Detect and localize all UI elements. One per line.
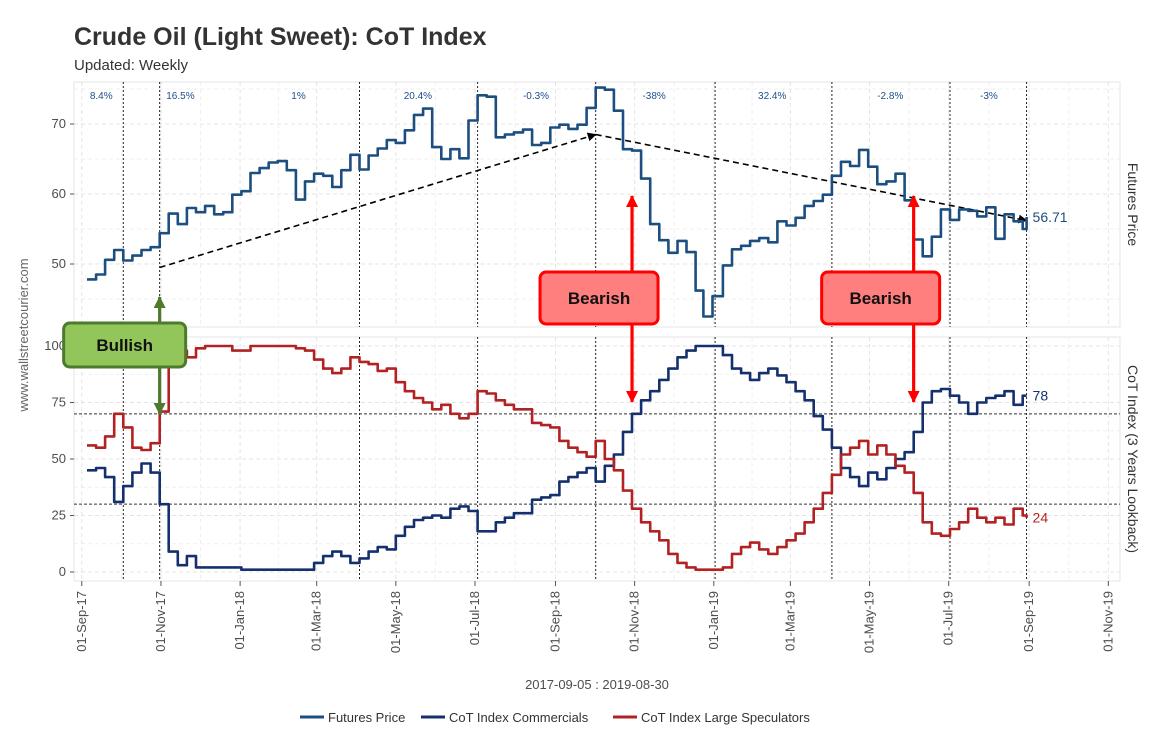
cot-index-series: 78 24: [87, 344, 1049, 571]
period-return-label: -0.3%: [523, 91, 549, 102]
signal-annotations: Bullish Bearish Bearish: [62, 195, 942, 415]
y-tick-label: 100: [44, 338, 66, 353]
series-line-cot-index-commercials: [87, 344, 1027, 571]
x-tick-label: 01-Nov-17: [153, 591, 168, 652]
x-axis: 01-Sep-17 01-Nov-17 01-Jan-18 01-Mar-18 01-M…: [74, 581, 1115, 653]
y-tick-label: 50: [52, 256, 66, 271]
y-tick-label: 70: [52, 116, 66, 131]
x-tick-label: 01-Jan-19: [706, 591, 721, 650]
x-tick-label: 01-May-19: [862, 591, 877, 653]
last-value-label-cot-index-commercials: 78: [1033, 388, 1049, 404]
x-tick-label: 01-Mar-19: [782, 591, 797, 651]
period-return-label: 16.5%: [166, 91, 194, 102]
series-line-futures-price: [87, 86, 1028, 318]
x-tick-label: 01-Jan-18: [232, 591, 247, 650]
last-value-label-futures-price: 56.71: [1033, 209, 1068, 225]
chart-subtitle: Updated: Weekly: [74, 57, 188, 74]
trendline-arrow-1: [159, 132, 597, 269]
period-return-label: -38%: [642, 91, 665, 102]
period-return-label: 1%: [291, 91, 306, 102]
futures-price-gridlines: [74, 82, 1120, 327]
cot-index-panel: 78 24 0 25 50 75 100: [44, 336, 1121, 582]
cot-index-facet-label: CoT Index (3 Years Lookback): [1125, 365, 1141, 553]
legend-label-commercials: CoT Index Commercials: [449, 710, 589, 725]
futures-price-y-ticks: 50 60 70: [52, 116, 74, 271]
x-tick-label: 01-Jul-18: [467, 591, 482, 645]
x-tick-label: 01-Jul-19: [941, 591, 956, 645]
annotation-box-bullish: [62, 321, 188, 369]
x-tick-label: 01-Sep-19: [1021, 591, 1036, 652]
x-tick-label: 01-Nov-19: [1100, 591, 1115, 652]
futures-price-series: 56.71: [87, 86, 1068, 318]
cot-index-gridlines: [74, 337, 1120, 581]
period-return-label: -3%: [980, 91, 998, 102]
y-tick-label: 25: [52, 507, 66, 522]
side-watermark-label: www.wallstreetcourier.com: [16, 258, 31, 412]
period-return-label: -2.8%: [877, 91, 903, 102]
futures-price-facet-label: Futures Price: [1125, 163, 1141, 246]
annotation-label-bullish: Bullish: [96, 336, 153, 355]
annotation-label-bearish: Bearish: [849, 289, 911, 308]
legend-label-speculators: CoT Index Large Speculators: [641, 710, 810, 725]
x-tick-label: 01-Sep-18: [547, 591, 562, 652]
date-range-caption: 2017-09-05 : 2019-08-30: [525, 677, 669, 692]
annotation-box-bearish: [820, 270, 942, 326]
period-return-labels: 8.4% 16.5% 1% 20.4% -0.3% -38% 32.4% -2.8% -3%: [90, 91, 998, 102]
cot-index-y-ticks: 0 25 50 75 100: [44, 338, 74, 579]
x-tick-label: 01-Nov-18: [627, 591, 642, 652]
y-tick-label: 75: [52, 395, 66, 410]
y-tick-label: 50: [52, 451, 66, 466]
last-value-label-cot-index-large-speculators: 24: [1033, 510, 1049, 526]
annotation-label-bearish: Bearish: [568, 289, 630, 308]
chart-title: Crude Oil (Light Sweet): CoT Index: [74, 23, 487, 51]
legend-label-futures-price: Futures Price: [328, 710, 405, 725]
y-tick-label: 0: [59, 564, 66, 579]
annotation-box-bearish: [538, 270, 660, 326]
futures-price-period-dividers: [122, 82, 1028, 327]
x-tick-label: 01-Sep-17: [74, 591, 89, 652]
legend: Futures Price CoT Index Commercials CoT …: [300, 710, 810, 725]
series-line-cot-index-large-speculators: [87, 344, 1028, 571]
period-return-label: 20.4%: [404, 91, 432, 102]
y-tick-label: 60: [52, 186, 66, 201]
x-tick-label: 01-May-18: [388, 591, 403, 653]
futures-price-trendlines: [159, 132, 1028, 269]
trendline-arrow-2: [595, 133, 1028, 224]
cot-index-reference-lines: [74, 413, 1120, 505]
x-tick-label: 01-Mar-18: [309, 591, 324, 651]
period-return-label: 8.4%: [90, 91, 113, 102]
period-return-label: 32.4%: [758, 91, 786, 102]
